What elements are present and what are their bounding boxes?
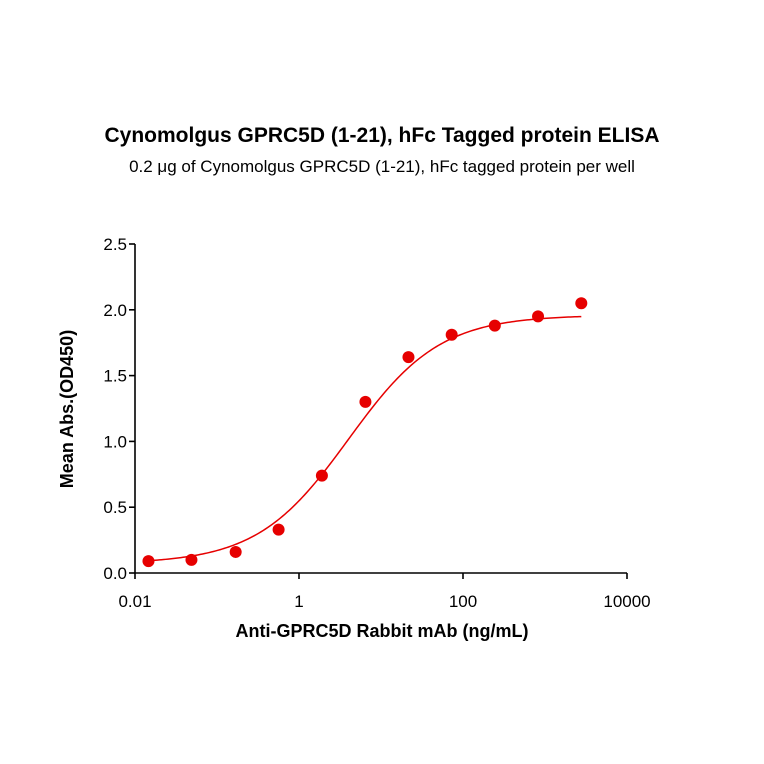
x-tick-label: 100 (449, 592, 477, 611)
x-tick-label: 10000 (603, 592, 650, 611)
data-point (532, 310, 545, 323)
data-points-layer (142, 297, 588, 568)
fit-curve (148, 315, 582, 562)
chart-subtitle: 0.2 μg of Cynomolgus GPRC5D (1-21), hFc … (129, 157, 635, 176)
data-point (359, 395, 372, 408)
data-point (575, 297, 588, 310)
y-tick-label: 2.0 (103, 301, 127, 320)
axes: 0.0 0.5 1.0 1.5 2.0 2.5 0.01 1 100 10000 (103, 235, 650, 611)
data-point (402, 351, 415, 364)
data-point (142, 555, 155, 568)
x-axis-title: Anti-GPRC5D Rabbit mAb (ng/mL) (236, 621, 529, 641)
data-point (315, 469, 328, 482)
y-tick-label: 1.0 (103, 432, 127, 451)
y-tick-label: 0.0 (103, 564, 127, 583)
data-point (229, 545, 242, 558)
x-tick-label: 0.01 (118, 592, 151, 611)
y-tick-label: 0.5 (103, 498, 127, 517)
data-point (272, 523, 285, 536)
y-tick-label: 1.5 (103, 367, 127, 386)
chart-title: Cynomolgus GPRC5D (1-21), hFc Tagged pro… (105, 124, 660, 147)
x-tick-label: 1 (294, 592, 303, 611)
fit-curve-layer (148, 315, 582, 562)
y-axis-title: Mean Abs.(OD450) (57, 330, 77, 488)
data-point (488, 319, 501, 332)
y-tick-label: 2.5 (103, 235, 127, 254)
data-point (445, 328, 458, 341)
data-point (185, 553, 198, 566)
